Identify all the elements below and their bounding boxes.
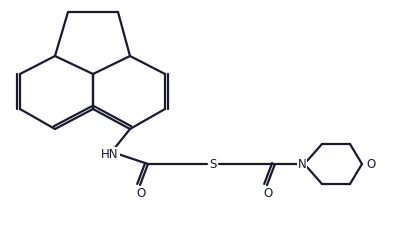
Text: S: S [209, 158, 217, 171]
Text: O: O [263, 187, 273, 200]
Text: HN: HN [101, 148, 119, 161]
Text: N: N [298, 158, 307, 171]
Text: O: O [136, 187, 146, 200]
Text: O: O [366, 158, 376, 171]
